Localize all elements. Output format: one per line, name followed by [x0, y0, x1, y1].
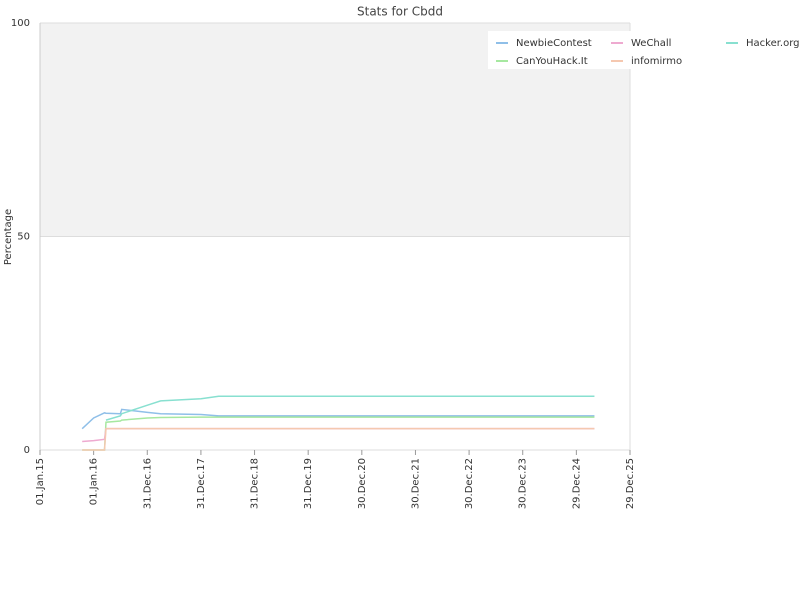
x-tick-label: 31.Dec.18 — [250, 458, 261, 509]
y-tick-label: 100 — [11, 18, 30, 29]
series-line — [105, 395, 595, 421]
legend-label: WeChall — [631, 38, 671, 49]
legend-box — [488, 31, 788, 69]
series-line — [82, 427, 595, 451]
x-tick-label: 30.Dec.21 — [410, 458, 421, 509]
x-tick-label: 31.Dec.16 — [142, 458, 153, 509]
x-tick-label: 30.Dec.20 — [357, 458, 368, 509]
x-tick-label: 29.Dec.24 — [571, 458, 582, 509]
legend-label: Hacker.org — [746, 38, 800, 49]
x-tick-label: 30.Dec.23 — [518, 458, 529, 509]
legend-label: infomirmo — [631, 56, 682, 67]
x-tick-label: 31.Dec.19 — [303, 458, 314, 509]
x-tick-label: 31.Dec.17 — [196, 458, 207, 509]
legend-label: NewbieContest — [516, 38, 592, 49]
y-tick-label: 0 — [24, 445, 30, 456]
x-tick-label: 01.Jan.15 — [35, 458, 46, 505]
x-tick-label: 29.Dec.25 — [625, 458, 636, 509]
series-line — [81, 408, 595, 430]
chart-title: Stats for Cbdd — [357, 5, 443, 19]
y-tick-label: 50 — [17, 232, 30, 243]
x-tick-label: 30.Dec.22 — [464, 458, 475, 509]
legend-label: CanYouHack.It — [516, 56, 588, 67]
x-tick-label: 01.Jan.16 — [89, 458, 100, 505]
y-axis-label: Percentage — [3, 209, 14, 265]
